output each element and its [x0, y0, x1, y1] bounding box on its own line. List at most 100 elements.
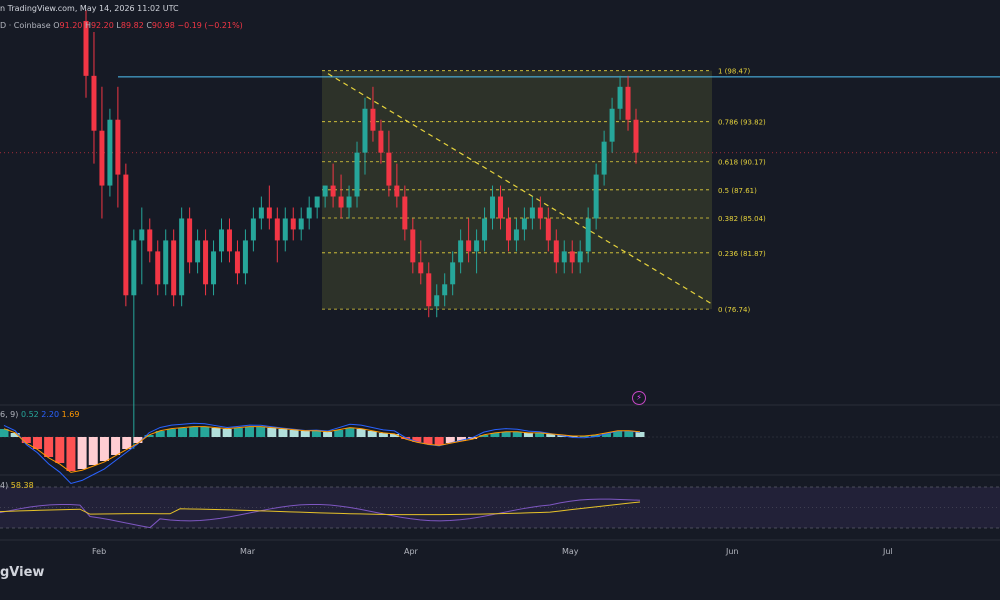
- macd-histogram-bar: [133, 437, 143, 443]
- x-axis-label-jul: Jul: [883, 547, 893, 556]
- macd-histogram-bar: [189, 427, 199, 437]
- candle-body: [83, 20, 89, 76]
- chart-source-header: n TradingView.com, May 14, 2026 11:02 UT…: [0, 4, 179, 13]
- candle-body: [250, 218, 256, 241]
- macd-histogram-bar: [233, 428, 243, 437]
- rsi-value: 58.38: [10, 481, 34, 490]
- candle-body: [497, 196, 503, 219]
- macd-histogram-bar: [479, 435, 489, 437]
- candle-body: [362, 108, 368, 153]
- candle-body: [609, 108, 615, 142]
- candle-body: [187, 218, 193, 263]
- macd-signal-value: 1.69: [61, 410, 80, 419]
- candle-body: [601, 141, 607, 175]
- candle-body: [147, 229, 153, 252]
- exchange-label: D · Coinbase: [0, 21, 51, 30]
- macd-histogram-bar: [523, 433, 533, 437]
- candle-body: [322, 185, 328, 197]
- open-label: O: [53, 21, 60, 30]
- candle-body: [410, 229, 416, 263]
- candle-body: [274, 218, 280, 241]
- candle-body: [338, 196, 344, 208]
- macd-histogram-bar: [434, 437, 444, 445]
- macd-histogram-bar: [166, 429, 176, 437]
- macd-histogram-bar: [445, 437, 455, 443]
- macd-histogram-bar: [178, 428, 188, 437]
- open-value: 91.20: [59, 21, 83, 30]
- macd-histogram-bar: [300, 431, 310, 437]
- macd-histogram-bar: [602, 433, 612, 437]
- candle-body: [553, 240, 559, 263]
- change-value: −0.19 (−0.21%): [177, 21, 243, 30]
- candle-body: [171, 240, 177, 296]
- x-axis-label-may: May: [562, 547, 579, 556]
- candle-body: [107, 119, 113, 186]
- macd-histogram-bar: [111, 437, 121, 455]
- macd-histogram-bar: [21, 437, 31, 443]
- fib-level-label: 1 (98.47): [718, 68, 750, 76]
- candle-body: [434, 295, 440, 307]
- macd-histogram-bar: [501, 432, 511, 437]
- candle-body: [426, 273, 432, 307]
- x-axis-label-mar: Mar: [240, 547, 256, 556]
- macd-histogram-bar: [278, 429, 288, 437]
- candle-body: [226, 229, 232, 252]
- candle-body: [219, 229, 225, 252]
- candle-body: [625, 86, 631, 120]
- low-label: L: [116, 21, 121, 30]
- lightning-icon[interactable]: ⚡: [632, 391, 646, 405]
- candle-body: [577, 251, 583, 263]
- fib-level-label: 0.618 (90.17): [718, 159, 766, 167]
- candle-body: [306, 207, 312, 219]
- macd-params: 6, 9): [0, 410, 19, 419]
- macd-histogram-bar: [10, 433, 20, 437]
- candle-body: [290, 218, 296, 230]
- candle-body: [378, 130, 384, 153]
- macd-histogram-bar: [512, 432, 522, 437]
- rsi-ma-line: [0, 501, 641, 516]
- candle-body: [91, 75, 97, 131]
- rsi-legend: 4) 58.38: [0, 481, 34, 490]
- candle-body: [394, 185, 400, 197]
- candle-body: [282, 218, 288, 241]
- candle-body: [474, 240, 480, 252]
- candle-body: [593, 174, 599, 219]
- macd-histogram-bar: [222, 429, 232, 437]
- macd-line-value: 2.20: [41, 410, 60, 419]
- candle-body: [314, 196, 320, 208]
- macd-histogram-bar: [99, 437, 109, 461]
- low-value: 89.82: [120, 21, 144, 30]
- macd-hist-value: 0.52: [20, 410, 39, 419]
- rsi-params: 4): [0, 481, 9, 490]
- x-axis-label-jun: Jun: [726, 547, 739, 556]
- macd-histogram-bar: [367, 431, 377, 437]
- macd-histogram-bar: [546, 434, 556, 437]
- candle-body: [513, 229, 519, 241]
- candle-body: [346, 196, 352, 208]
- macd-histogram-bar: [244, 427, 254, 437]
- macd-histogram-bar: [579, 436, 589, 437]
- candle-body: [370, 108, 376, 131]
- macd-histogram-bar: [390, 434, 400, 437]
- candle-body: [633, 119, 639, 153]
- candle-body: [418, 262, 424, 274]
- fib-level-label: 0.5 (87.61): [718, 187, 757, 195]
- macd-line: [3, 422, 641, 485]
- candle-body: [402, 196, 408, 230]
- candle-body: [179, 218, 185, 296]
- x-axis-label-feb: Feb: [92, 547, 107, 556]
- candle-body: [617, 86, 623, 109]
- candle-body: [131, 240, 137, 296]
- macd-histogram-bar: [144, 435, 154, 437]
- candle-body: [195, 240, 201, 263]
- macd-histogram-bar: [0, 429, 9, 437]
- candle-body: [139, 229, 145, 241]
- macd-histogram-bar: [412, 437, 422, 442]
- macd-histogram-bar: [289, 430, 299, 437]
- x-axis-label-apr: Apr: [404, 547, 418, 556]
- candle-body: [163, 240, 169, 285]
- candle-body: [99, 130, 105, 186]
- fib-level-label: 0.382 (85.04): [718, 215, 766, 223]
- macd-histogram-bar: [44, 437, 54, 457]
